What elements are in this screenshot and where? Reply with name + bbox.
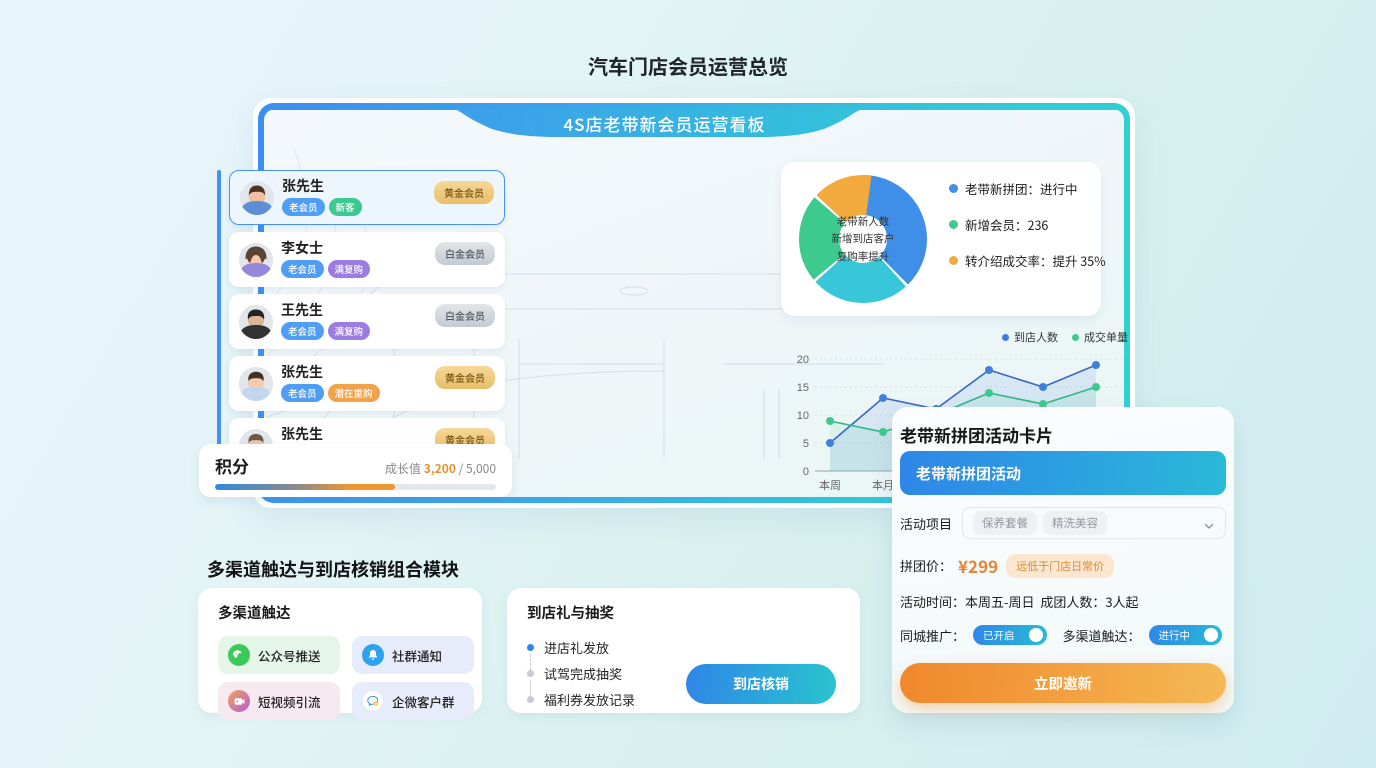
svg-text:10: 10: [797, 410, 809, 422]
svg-text:15: 15: [797, 382, 809, 394]
svg-text:本周: 本周: [819, 477, 841, 493]
svg-text:20: 20: [797, 354, 809, 366]
svg-text:0: 0: [803, 466, 809, 478]
svg-text:本月: 本月: [872, 477, 894, 493]
svg-text:5: 5: [803, 438, 809, 450]
